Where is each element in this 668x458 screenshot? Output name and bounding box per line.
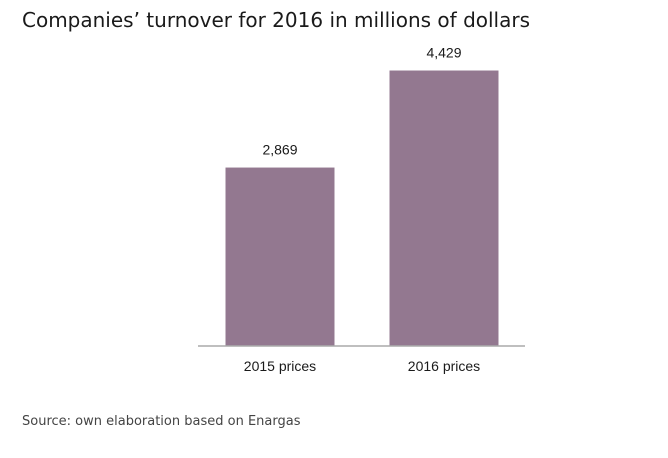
labels-group: 2,869 2015 prices 4,429 2016 prices [244, 45, 480, 374]
source-note: Source: own elaboration based on Enargas [22, 414, 301, 429]
category-label-2: 2016 prices [408, 358, 480, 374]
bars-group [225, 70, 499, 346]
category-label-1: 2015 prices [244, 358, 316, 374]
value-label-1: 2,869 [262, 142, 297, 158]
bar-1 [225, 167, 335, 346]
chart-title: Companies’ turnover for 2016 in millions… [22, 8, 531, 32]
bar-2 [389, 70, 499, 346]
value-label-2: 4,429 [426, 45, 461, 61]
